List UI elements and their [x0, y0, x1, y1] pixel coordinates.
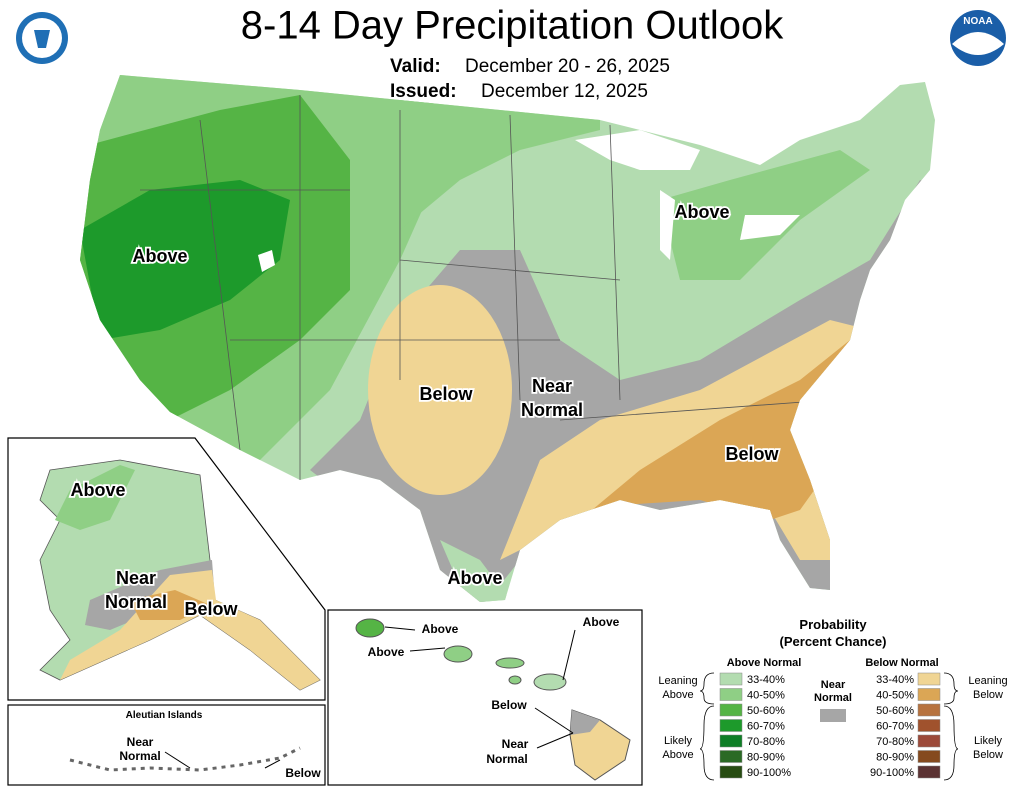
alaska-region	[55, 465, 135, 530]
valid-dates: December 20 - 26, 2025	[465, 56, 670, 77]
legend-bin: 80-90%	[747, 752, 785, 764]
noaa-text: NOAA	[963, 16, 992, 27]
legend-swatch	[719, 672, 743, 686]
map-label: Below	[725, 444, 779, 464]
island	[533, 673, 567, 691]
legend-swatch	[719, 750, 743, 763]
island	[495, 657, 525, 669]
legend-bin: 40-50%	[747, 690, 785, 702]
legend-swatch	[719, 703, 743, 717]
map-label: Near	[502, 737, 529, 751]
issued-date: December 12, 2025	[481, 81, 648, 102]
map-label: Below	[419, 384, 473, 404]
title: 8-14 Day Precipitation Outlook	[241, 4, 785, 48]
alaska-region	[130, 590, 210, 620]
legend-swatch	[917, 703, 941, 717]
legend-bin: 60-70%	[876, 721, 914, 733]
map-label: Normal	[105, 592, 167, 612]
leader	[164, 751, 191, 769]
island	[355, 618, 385, 638]
map-label: Near	[116, 568, 156, 588]
legend-title: Probability	[799, 617, 867, 632]
legend-bin: 90-100%	[747, 767, 791, 779]
map-label: Normal	[119, 749, 160, 763]
legend-swatch	[917, 734, 941, 748]
legend: Probability (Percent Chance) Above Norma…	[658, 617, 1008, 781]
legend-swatch	[820, 709, 846, 722]
legend-swatch	[917, 719, 941, 732]
legend-bracket	[699, 672, 959, 781]
conus-map	[80, 75, 935, 602]
noaa-logo: NOAA	[950, 10, 1006, 66]
alaska-region	[60, 570, 320, 690]
island	[443, 645, 473, 663]
legend-swatch	[719, 688, 743, 701]
leader	[264, 759, 281, 769]
map-label: Below	[285, 766, 321, 780]
map-label: Above	[422, 622, 459, 636]
legend-group: Below	[973, 689, 1003, 701]
legend-bin: 50-60%	[747, 705, 785, 717]
map-label: Above	[583, 615, 620, 629]
island	[508, 675, 522, 685]
legend-header: Above Normal	[727, 657, 802, 669]
legend-bin: 80-90%	[876, 752, 914, 764]
issued-label: Issued:	[390, 81, 457, 102]
map-label: Near	[532, 376, 572, 396]
legend-swatch	[719, 719, 743, 732]
legend-near: Near	[821, 679, 846, 691]
valid-label: Valid:	[390, 56, 441, 77]
legend-near: Normal	[814, 692, 852, 704]
legend-bin: 70-80%	[747, 736, 785, 748]
map-label: Near	[127, 735, 154, 749]
map-label: Above	[447, 568, 502, 588]
legend-bin: 50-60%	[876, 705, 914, 717]
aleutian-title: Aleutian Islands	[126, 710, 203, 721]
legend-bin: 60-70%	[747, 721, 785, 733]
map-label: Normal	[486, 752, 527, 766]
map-label: Below	[184, 599, 238, 619]
legend-header: Below Normal	[865, 657, 938, 669]
legend-bin: 90-100%	[870, 767, 914, 779]
map-label: Below	[491, 698, 527, 712]
aleutian-inset	[7, 704, 326, 786]
legend-group: Likely	[974, 735, 1003, 747]
map-label: Above	[368, 645, 405, 659]
legend-swatch	[917, 750, 941, 763]
legend-swatch	[917, 765, 941, 779]
legend-group: Below	[973, 749, 1003, 761]
map-label: Normal	[521, 400, 583, 420]
legend-swatch	[719, 734, 743, 748]
legend-group: Leaning	[968, 675, 1007, 687]
legend-group: Above	[662, 689, 693, 701]
legend-group: Above	[662, 749, 693, 761]
island-region	[570, 710, 600, 735]
legend-bin: 33-40%	[876, 674, 914, 686]
leaders	[384, 626, 576, 749]
map-label: Above	[70, 480, 125, 500]
commerce-logo	[16, 12, 68, 64]
legend-group: Likely	[664, 735, 693, 747]
legend-swatch	[917, 688, 941, 701]
legend-title: (Percent Chance)	[780, 634, 887, 649]
map-label: Above	[674, 202, 729, 222]
legend-bin: 70-80%	[876, 736, 914, 748]
legend-swatch	[917, 672, 941, 686]
legend-swatch	[719, 765, 743, 779]
map-label: Above	[132, 246, 187, 266]
legend-group: Leaning	[658, 675, 697, 687]
legend-bin: 33-40%	[747, 674, 785, 686]
legend-bin: 40-50%	[876, 690, 914, 702]
